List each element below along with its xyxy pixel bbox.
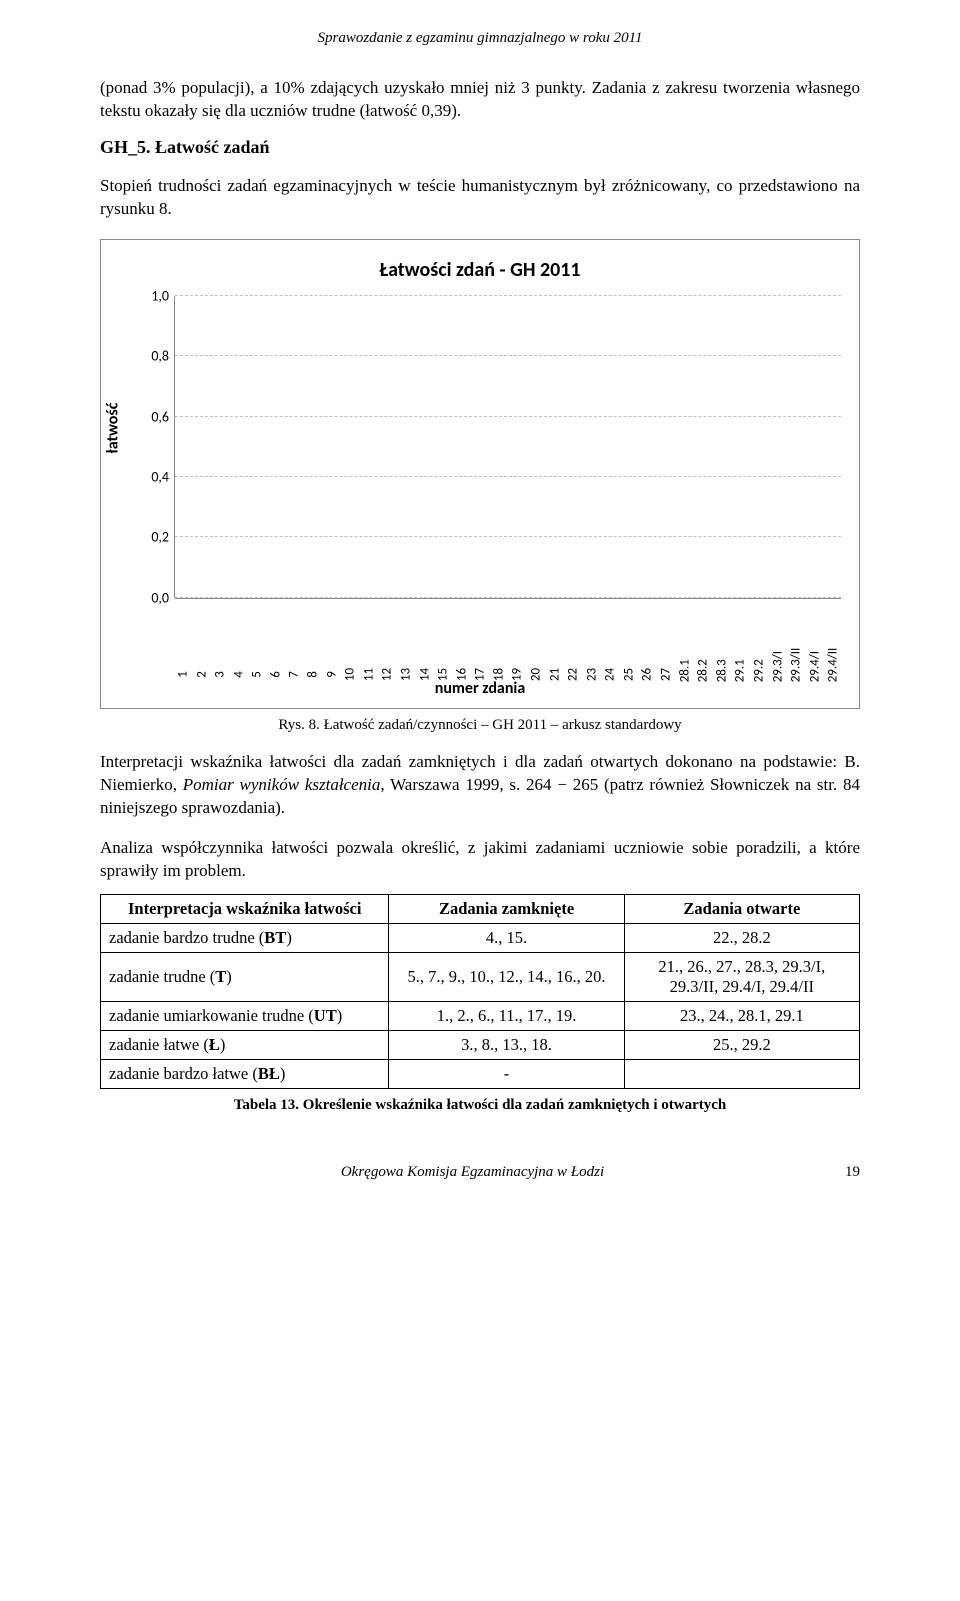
figure-caption: Rys. 8. Łatwość zadań/czynności – GH 201… bbox=[100, 717, 860, 734]
chart-ytick: 0,6 bbox=[137, 408, 169, 425]
paragraph-3: Interpretacji wskaźnika łatwości dla zad… bbox=[100, 751, 860, 820]
chart-ytick: 0,2 bbox=[137, 529, 169, 546]
table-cell: 23., 24., 28.1, 29.1 bbox=[624, 1002, 859, 1031]
chart-x-labels: 1234567891011121314151617181920212223242… bbox=[175, 649, 841, 664]
page-header: Sprawozdanie z egzaminu gimnazjalnego w … bbox=[100, 30, 860, 47]
chart-container: Łatwości zdań - GH 2011 łatwość 0,00,20,… bbox=[100, 239, 860, 709]
table-cell: 21., 26., 27., 28.3, 29.3/I, 29.3/II, 29… bbox=[624, 953, 859, 1002]
table-cell: 3., 8., 13., 18. bbox=[389, 1031, 624, 1060]
table-cell: zadanie umiarkowanie trudne (UT) bbox=[101, 1002, 389, 1031]
difficulty-table: Interpretacja wskaźnika łatwości Zadania… bbox=[100, 894, 860, 1089]
paragraph-2: Stopień trudności zadań egzaminacyjnych … bbox=[100, 175, 860, 221]
section-heading: GH_5. Łatwość zadań bbox=[100, 137, 860, 158]
table-cell: 25., 29.2 bbox=[624, 1031, 859, 1060]
chart-ytick: 0,0 bbox=[137, 589, 169, 606]
table-cell: - bbox=[389, 1060, 624, 1089]
chart-ytick: 1,0 bbox=[137, 287, 169, 304]
table-cell: 22., 28.2 bbox=[624, 924, 859, 953]
paragraph-4: Analiza współczynnika łatwości pozwala o… bbox=[100, 837, 860, 883]
paragraph-1: (ponad 3% populacji), a 10% zdających uz… bbox=[100, 77, 860, 123]
chart-x-axis-label: numer zdania bbox=[101, 679, 859, 698]
page-footer: Okręgowa Komisja Egzaminacyjna w Łodzi 1… bbox=[100, 1164, 860, 1181]
page-number: 19 bbox=[845, 1164, 860, 1181]
table-header: Zadania zamknięte bbox=[389, 895, 624, 924]
footer-text: Okręgowa Komisja Egzaminacyjna w Łodzi bbox=[341, 1164, 604, 1180]
table-cell: zadanie łatwe (Ł) bbox=[101, 1031, 389, 1060]
table-cell: zadanie trudne (T) bbox=[101, 953, 389, 1002]
table-cell: zadanie bardzo łatwe (BŁ) bbox=[101, 1060, 389, 1089]
table-header: Interpretacja wskaźnika łatwości bbox=[101, 895, 389, 924]
table-cell bbox=[624, 1060, 859, 1089]
chart-title: Łatwości zdań - GH 2011 bbox=[117, 258, 843, 282]
italic-text: Pomiar wyników kształcenia, bbox=[183, 775, 385, 794]
table-header: Zadania otwarte bbox=[624, 895, 859, 924]
chart-y-axis-label: łatwość bbox=[104, 402, 123, 453]
table-cell: zadanie bardzo trudne (BT) bbox=[101, 924, 389, 953]
chart-ytick: 0,4 bbox=[137, 468, 169, 485]
table-cell: 5., 7., 9., 10., 12., 14., 16., 20. bbox=[389, 953, 624, 1002]
table-cell: 1., 2., 6., 11., 17., 19. bbox=[389, 1002, 624, 1031]
chart-plot-area: 0,00,20,40,60,81,0 bbox=[175, 296, 841, 598]
chart-ytick: 0,8 bbox=[137, 348, 169, 365]
table-cell: 4., 15. bbox=[389, 924, 624, 953]
table-caption: Tabela 13. Określenie wskaźnika łatwości… bbox=[100, 1097, 860, 1114]
